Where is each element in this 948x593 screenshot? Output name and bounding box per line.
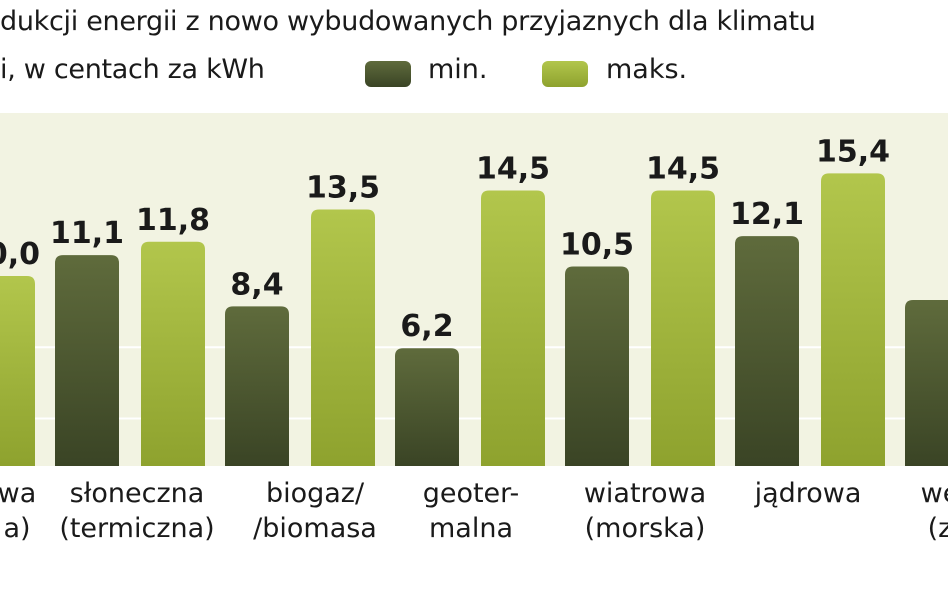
bar-max-3 <box>481 190 545 466</box>
data-label-min-4: 10,5 <box>560 228 634 263</box>
bar-min-3 <box>395 348 459 466</box>
bar-max-4 <box>651 190 715 466</box>
bar-max-0 <box>0 276 35 466</box>
category-label-1: słoneczna (termiczna) <box>59 476 214 546</box>
category-label-2-line-1: /biomasa <box>253 513 377 544</box>
category-label-4: wiatrowa (morska) <box>584 476 706 546</box>
bar-max-1 <box>141 241 205 466</box>
category-label-6-line-0: wę <box>920 478 948 509</box>
bar-min-6 <box>905 300 948 466</box>
data-labels: 10,0 11,1 11,8 8,4 13,5 6,2 14,5 10,5 14,5 12,1 15… <box>0 134 890 344</box>
data-label-max-1: 11,8 <box>136 203 210 238</box>
chart-title-line-2: i, w centach za kWh <box>0 54 265 85</box>
chart-title-line-1: dukcji energii z nowo wybudowanych przyj… <box>0 6 816 37</box>
category-label-1-line-1: (termiczna) <box>59 513 215 544</box>
legend-swatch-max <box>542 61 588 87</box>
bar-min-5 <box>735 236 799 466</box>
bar-max-2 <box>311 209 375 466</box>
data-label-min-3: 6,2 <box>400 309 453 344</box>
category-label-4-line-1: (morska) <box>584 513 706 544</box>
category-label-6: wę (z <box>921 476 948 546</box>
data-label-max-4: 14,5 <box>646 152 720 187</box>
data-label-max-3: 14,5 <box>476 152 550 187</box>
category-label-0-line-0: wa <box>0 478 37 509</box>
category-label-2: biogaz/ /biomasa <box>253 476 377 546</box>
bar-min-4 <box>565 266 629 466</box>
data-label-min-1: 11,1 <box>50 216 124 251</box>
data-label-min-5: 12,1 <box>730 197 804 232</box>
legend-label-min: min. <box>428 54 488 85</box>
category-label-3-line-0: geoter- <box>422 478 520 509</box>
category-label-4-line-0: wiatrowa <box>583 478 707 509</box>
bar-min-2 <box>225 306 289 466</box>
bar-max-5 <box>821 173 885 466</box>
category-label-3: geoter-malna <box>423 476 520 546</box>
bar-min-1 <box>55 255 119 466</box>
category-label-5-line-0: jądrowa <box>754 478 862 509</box>
legend-label-max: maks. <box>606 54 688 85</box>
category-label-1-line-0: słoneczna <box>69 478 205 509</box>
data-label-max-0: 10,0 <box>0 237 40 272</box>
category-label-5: jądrowa <box>755 476 862 546</box>
bars <box>0 173 948 466</box>
data-label-max-5: 15,4 <box>816 134 890 169</box>
data-label-min-2: 8,4 <box>230 267 283 302</box>
data-label-max-2: 13,5 <box>306 171 380 206</box>
category-label-6-line-1: (z <box>927 513 948 544</box>
legend-swatch-min <box>365 61 411 87</box>
category-label-2-line-0: biogaz/ <box>265 478 365 509</box>
category-label-0: wa a) <box>0 476 36 546</box>
category-label-5-line-1 <box>755 511 862 546</box>
category-label-3-line-1: malna <box>428 513 513 544</box>
category-label-0-line-1: a) <box>3 513 31 544</box>
